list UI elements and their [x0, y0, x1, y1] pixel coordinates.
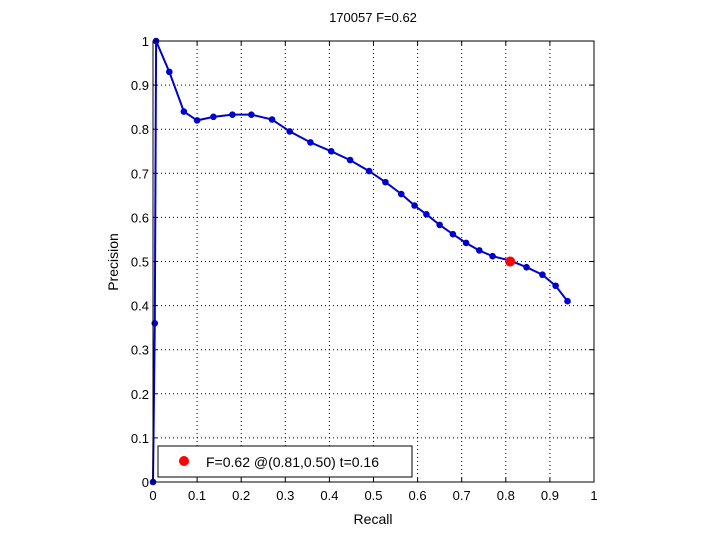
data-point — [449, 230, 457, 238]
data-point — [248, 111, 255, 118]
data-point — [539, 271, 546, 279]
data-point — [436, 221, 443, 229]
y-tick-label: 0.3 — [131, 343, 149, 358]
y-tick-label: 0.9 — [131, 78, 149, 93]
data-point — [346, 156, 354, 164]
series-group — [149, 37, 571, 486]
x-tick-label: 0.5 — [364, 488, 382, 503]
data-point — [327, 147, 335, 155]
data-point — [489, 252, 496, 260]
y-tick-label: 0.6 — [131, 210, 149, 225]
data-point — [193, 117, 201, 124]
y-tick-label: 0 — [142, 475, 149, 490]
y-tick-label: 0.8 — [131, 122, 149, 137]
data-point — [462, 239, 470, 247]
x-tick-label: 0.8 — [497, 488, 515, 503]
data-point — [523, 263, 530, 271]
y-tick-label: 0.7 — [131, 166, 149, 181]
data-point — [411, 202, 418, 209]
x-tick-label: 0.7 — [453, 488, 471, 503]
data-point — [307, 139, 314, 146]
x-tick-label: 0.9 — [541, 488, 559, 503]
data-point — [564, 297, 571, 305]
data-point — [268, 116, 276, 123]
data-point — [286, 128, 294, 135]
data-point — [397, 190, 405, 198]
best-f-point — [505, 256, 516, 267]
data-point — [365, 167, 373, 175]
x-tick-label: 0.4 — [320, 488, 338, 503]
x-tick-label: 0.1 — [188, 488, 206, 503]
data-point — [180, 108, 188, 115]
plot-frame — [152, 40, 595, 483]
y-tick-label: 0.4 — [131, 299, 149, 314]
x-axis-label: Recall — [354, 511, 393, 527]
x-tick-label: 0.2 — [232, 488, 250, 503]
data-point — [166, 68, 173, 76]
y-tick-label: 0.2 — [131, 387, 149, 402]
data-point — [210, 113, 217, 121]
chart-title: 170057 F=0.62 — [329, 10, 417, 25]
data-point — [552, 282, 559, 290]
x-tick-label: 1 — [590, 488, 597, 503]
data-point — [151, 319, 159, 327]
axis-ticks: 0 0.1 0.2 0.3 0.4 0.5 0.6 0.7 0.8 0.9 1 0 0.1 0.2 0.3 0… — [131, 34, 598, 503]
legend-box — [157, 445, 413, 478]
y-axis-label: Precision — [105, 233, 121, 291]
legend-text: F=0.62 @(0.81,0.50) t=0.16 — [206, 454, 379, 470]
y-tick-label: 1 — [142, 34, 149, 49]
y-tick-label: 0.5 — [131, 255, 149, 270]
data-point — [423, 211, 430, 218]
data-point — [382, 178, 389, 186]
data-point — [476, 247, 483, 254]
y-tick-label: 0.1 — [131, 431, 149, 446]
legend: F=0.62 @(0.81,0.50) t=0.16 — [157, 445, 413, 478]
data-point — [229, 111, 236, 118]
x-tick-label: 0.3 — [276, 488, 294, 503]
legend-marker — [179, 456, 189, 466]
x-tick-label: 0.6 — [409, 488, 427, 503]
x-tick-label: 0 — [149, 488, 156, 503]
